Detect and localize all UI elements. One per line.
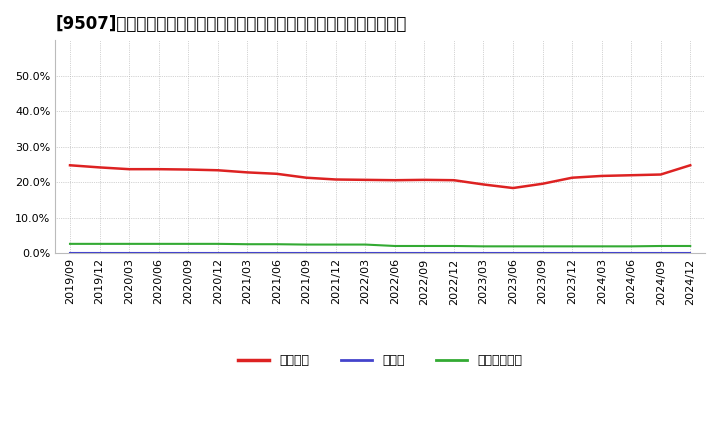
Text: [9507]　自己資本、のれん、繰延税金資産の総資産に対する比率の推移: [9507] 自己資本、のれん、繰延税金資産の総資産に対する比率の推移 xyxy=(55,15,407,33)
Legend: 自己資本, のれん, 繰延税金資産: 自己資本, のれん, 繰延税金資産 xyxy=(233,349,527,372)
